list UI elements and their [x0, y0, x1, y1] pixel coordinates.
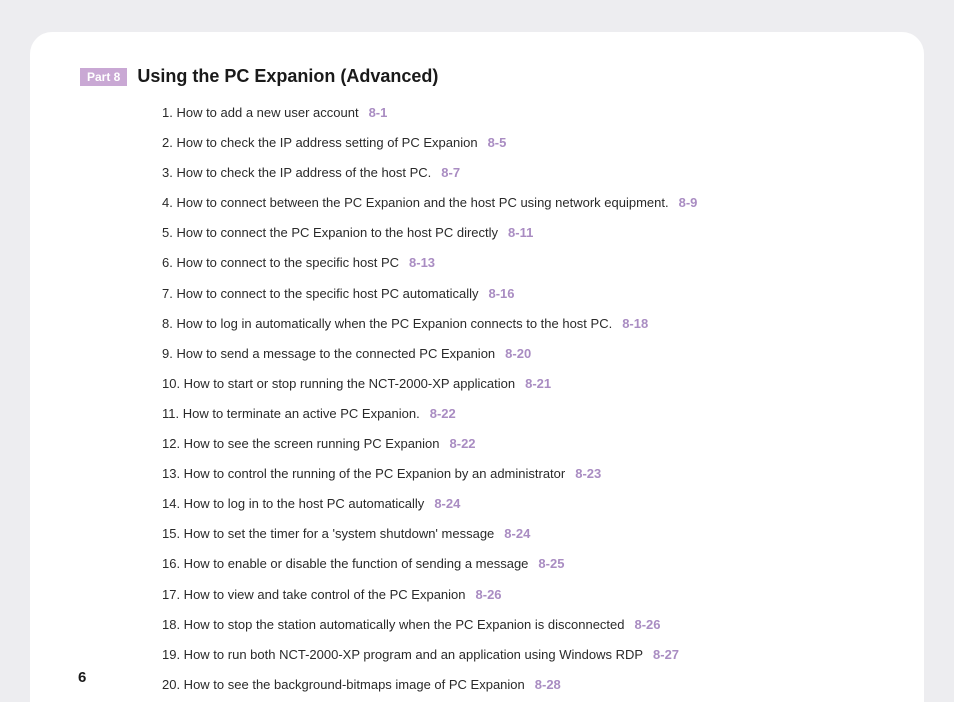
toc-item-text: 6. How to connect to the specific host P… — [162, 255, 399, 270]
toc-item-text: 3. How to check the IP address of the ho… — [162, 165, 431, 180]
toc-item: 5. How to connect the PC Expanion to the… — [162, 225, 874, 241]
page-number: 6 — [78, 669, 86, 686]
toc-item-text: 20. How to see the background-bitmaps im… — [162, 677, 525, 692]
toc-item: 9. How to send a message to the connecte… — [162, 346, 874, 362]
toc-item-ref: 8-16 — [489, 286, 515, 301]
toc-item-text: 13. How to control the running of the PC… — [162, 466, 565, 481]
toc-item: 12. How to see the screen running PC Exp… — [162, 436, 874, 452]
toc-item: 15. How to set the timer for a 'system s… — [162, 526, 874, 542]
toc-item: 1. How to add a new user account 8-1 — [162, 105, 874, 121]
toc-item-ref: 8-25 — [538, 556, 564, 571]
toc-item-text: 9. How to send a message to the connecte… — [162, 346, 495, 361]
document-page: Part 8 Using the PC Expanion (Advanced) … — [30, 32, 924, 702]
toc-item-ref: 8-7 — [441, 165, 460, 180]
toc-item-text: 10. How to start or stop running the NCT… — [162, 376, 515, 391]
section-title: Using the PC Expanion (Advanced) — [137, 66, 438, 87]
toc-item: 19. How to run both NCT-2000-XP program … — [162, 647, 874, 663]
toc-item-text: 11. How to terminate an active PC Expani… — [162, 406, 420, 421]
toc-item-text: 8. How to log in automatically when the … — [162, 316, 612, 331]
section-header: Part 8 Using the PC Expanion (Advanced) — [80, 66, 874, 87]
toc-item-text: 19. How to run both NCT-2000-XP program … — [162, 647, 643, 662]
toc-item: 20. How to see the background-bitmaps im… — [162, 677, 874, 693]
toc-item: 8. How to log in automatically when the … — [162, 316, 874, 332]
toc-item-ref: 8-21 — [525, 376, 551, 391]
toc-item: 16. How to enable or disable the functio… — [162, 556, 874, 572]
toc-item-text: 17. How to view and take control of the … — [162, 587, 466, 602]
toc-item-ref: 8-5 — [488, 135, 507, 150]
toc-item: 3. How to check the IP address of the ho… — [162, 165, 874, 181]
toc-item-ref: 8-13 — [409, 255, 435, 270]
toc-item-ref: 8-26 — [635, 617, 661, 632]
toc-item-text: 2. How to check the IP address setting o… — [162, 135, 478, 150]
toc-list: 1. How to add a new user account 8-1 2. Ho… — [80, 105, 874, 692]
toc-item-text: 5. How to connect the PC Expanion to the… — [162, 225, 498, 240]
toc-item-ref: 8-23 — [575, 466, 601, 481]
toc-item-ref: 8-9 — [679, 195, 698, 210]
toc-item-ref: 8-27 — [653, 647, 679, 662]
toc-item-ref: 8-26 — [476, 587, 502, 602]
toc-item: 2. How to check the IP address setting o… — [162, 135, 874, 151]
toc-item: 10. How to start or stop running the NCT… — [162, 376, 874, 392]
toc-item-text: 14. How to log in to the host PC automat… — [162, 496, 424, 511]
toc-item: 4. How to connect between the PC Expanio… — [162, 195, 874, 211]
toc-item-ref: 8-20 — [505, 346, 531, 361]
toc-item: 6. How to connect to the specific host P… — [162, 255, 874, 271]
toc-item-text: 1. How to add a new user account — [162, 105, 359, 120]
toc-item-ref: 8-24 — [504, 526, 530, 541]
toc-item: 14. How to log in to the host PC automat… — [162, 496, 874, 512]
toc-item-text: 15. How to set the timer for a 'system s… — [162, 526, 494, 541]
toc-item-ref: 8-28 — [535, 677, 561, 692]
toc-item-ref: 8-24 — [434, 496, 460, 511]
part-badge: Part 8 — [80, 68, 127, 86]
toc-item-text: 7. How to connect to the specific host P… — [162, 286, 479, 301]
toc-item-text: 12. How to see the screen running PC Exp… — [162, 436, 440, 451]
toc-item-text: 16. How to enable or disable the functio… — [162, 556, 528, 571]
toc-item: 18. How to stop the station automaticall… — [162, 617, 874, 633]
toc-item-ref: 8-18 — [622, 316, 648, 331]
toc-item: 7. How to connect to the specific host P… — [162, 286, 874, 302]
toc-item-text: 18. How to stop the station automaticall… — [162, 617, 625, 632]
toc-item: 13. How to control the running of the PC… — [162, 466, 874, 482]
toc-item-text: 4. How to connect between the PC Expanio… — [162, 195, 669, 210]
toc-item-ref: 8-22 — [430, 406, 456, 421]
toc-item-ref: 8-11 — [508, 225, 533, 240]
toc-item-ref: 8-1 — [369, 105, 388, 120]
toc-item-ref: 8-22 — [450, 436, 476, 451]
toc-item: 11. How to terminate an active PC Expani… — [162, 406, 874, 422]
toc-item: 17. How to view and take control of the … — [162, 587, 874, 603]
